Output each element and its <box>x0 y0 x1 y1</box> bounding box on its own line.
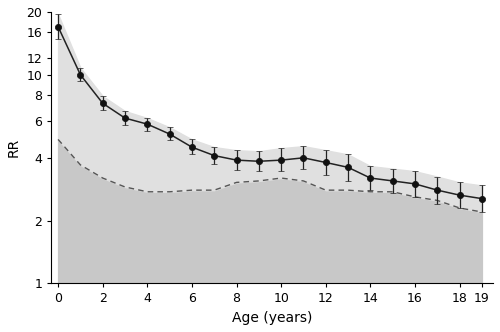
Y-axis label: RR: RR <box>7 138 21 157</box>
X-axis label: Age (years): Age (years) <box>232 311 312 325</box>
